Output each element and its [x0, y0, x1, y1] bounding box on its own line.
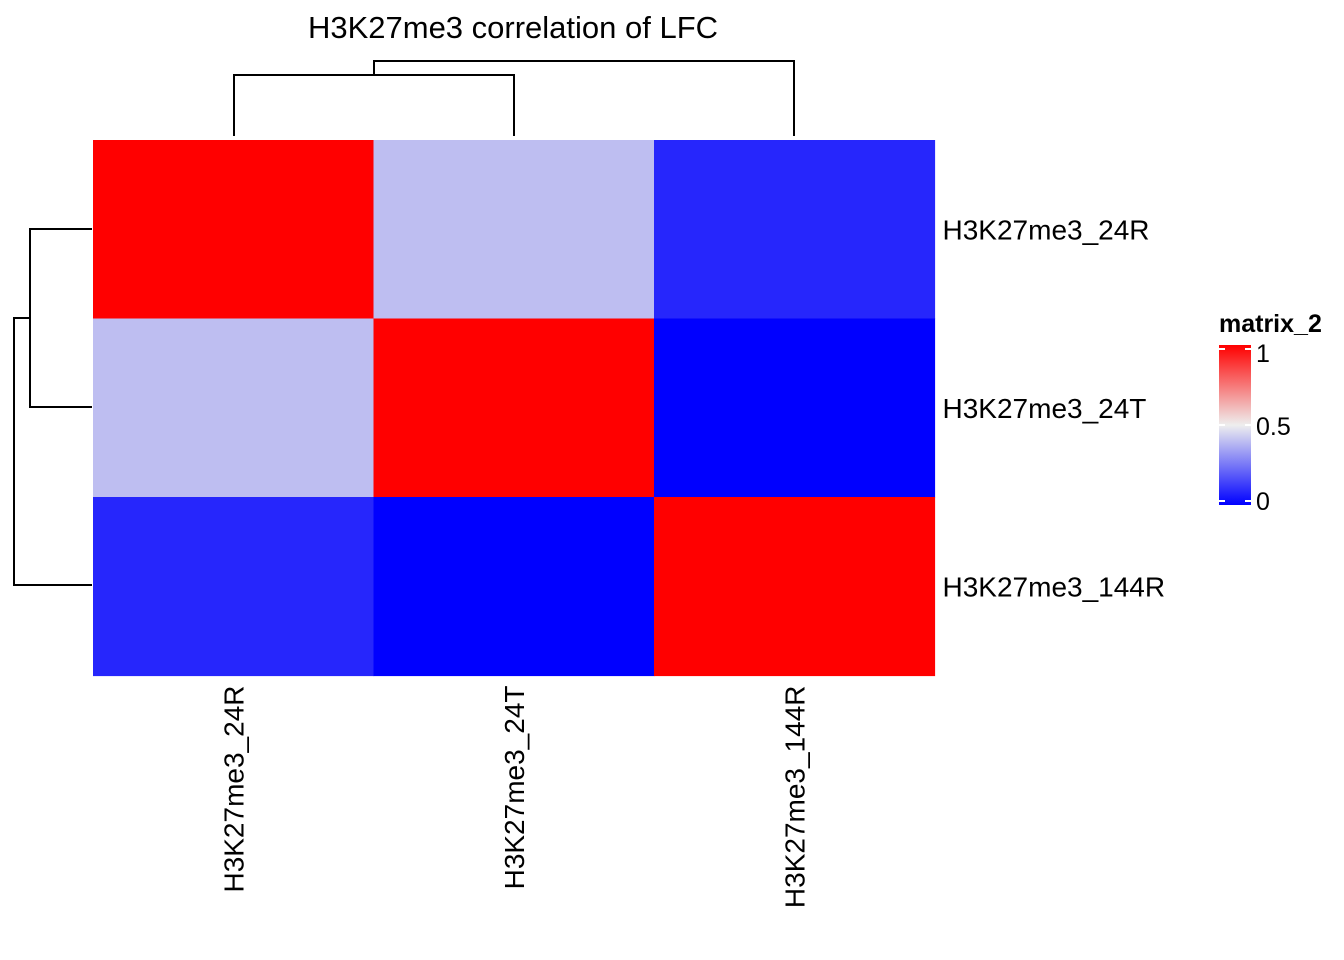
heatmap-cells: [93, 140, 936, 677]
legend-tick-marks: [1219, 348, 1251, 502]
row-labels: H3K27me3_24R H3K27me3_24T H3K27me3_144R: [943, 214, 1166, 602]
heatmap-cell: [654, 497, 936, 677]
legend-tick-label: 1: [1256, 340, 1270, 368]
heatmap-cell: [373, 497, 655, 677]
color-legend: matrix_2 1 0.5 0: [1219, 310, 1322, 516]
row-label: H3K27me3_24R: [943, 214, 1150, 245]
legend-tick-label: 0: [1256, 488, 1270, 516]
heatmap-cell: [93, 140, 375, 320]
column-labels: H3K27me3_24R H3K27me3_24T H3K27me3_144R: [218, 686, 810, 909]
column-dendrogram: [233, 60, 795, 136]
heatmap-cell: [93, 318, 375, 498]
row-label: H3K27me3_144R: [943, 571, 1166, 602]
column-label: H3K27me3_144R: [779, 686, 810, 909]
heatmap-cell: [654, 318, 936, 498]
legend-tick-label: 0.5: [1256, 413, 1291, 441]
heatmap-cell: [93, 497, 375, 677]
heatmap-cell: [373, 140, 655, 320]
row-dendrogram: [13, 228, 92, 586]
heatmap-cell: [654, 140, 936, 320]
legend-title: matrix_2: [1219, 310, 1322, 338]
column-label: H3K27me3_24T: [499, 686, 530, 890]
column-label: H3K27me3_24R: [218, 686, 249, 893]
heatmap-cell: [373, 318, 655, 498]
chart-title: H3K27me3 correlation of LFC: [308, 10, 718, 45]
row-label: H3K27me3_24T: [943, 393, 1147, 424]
